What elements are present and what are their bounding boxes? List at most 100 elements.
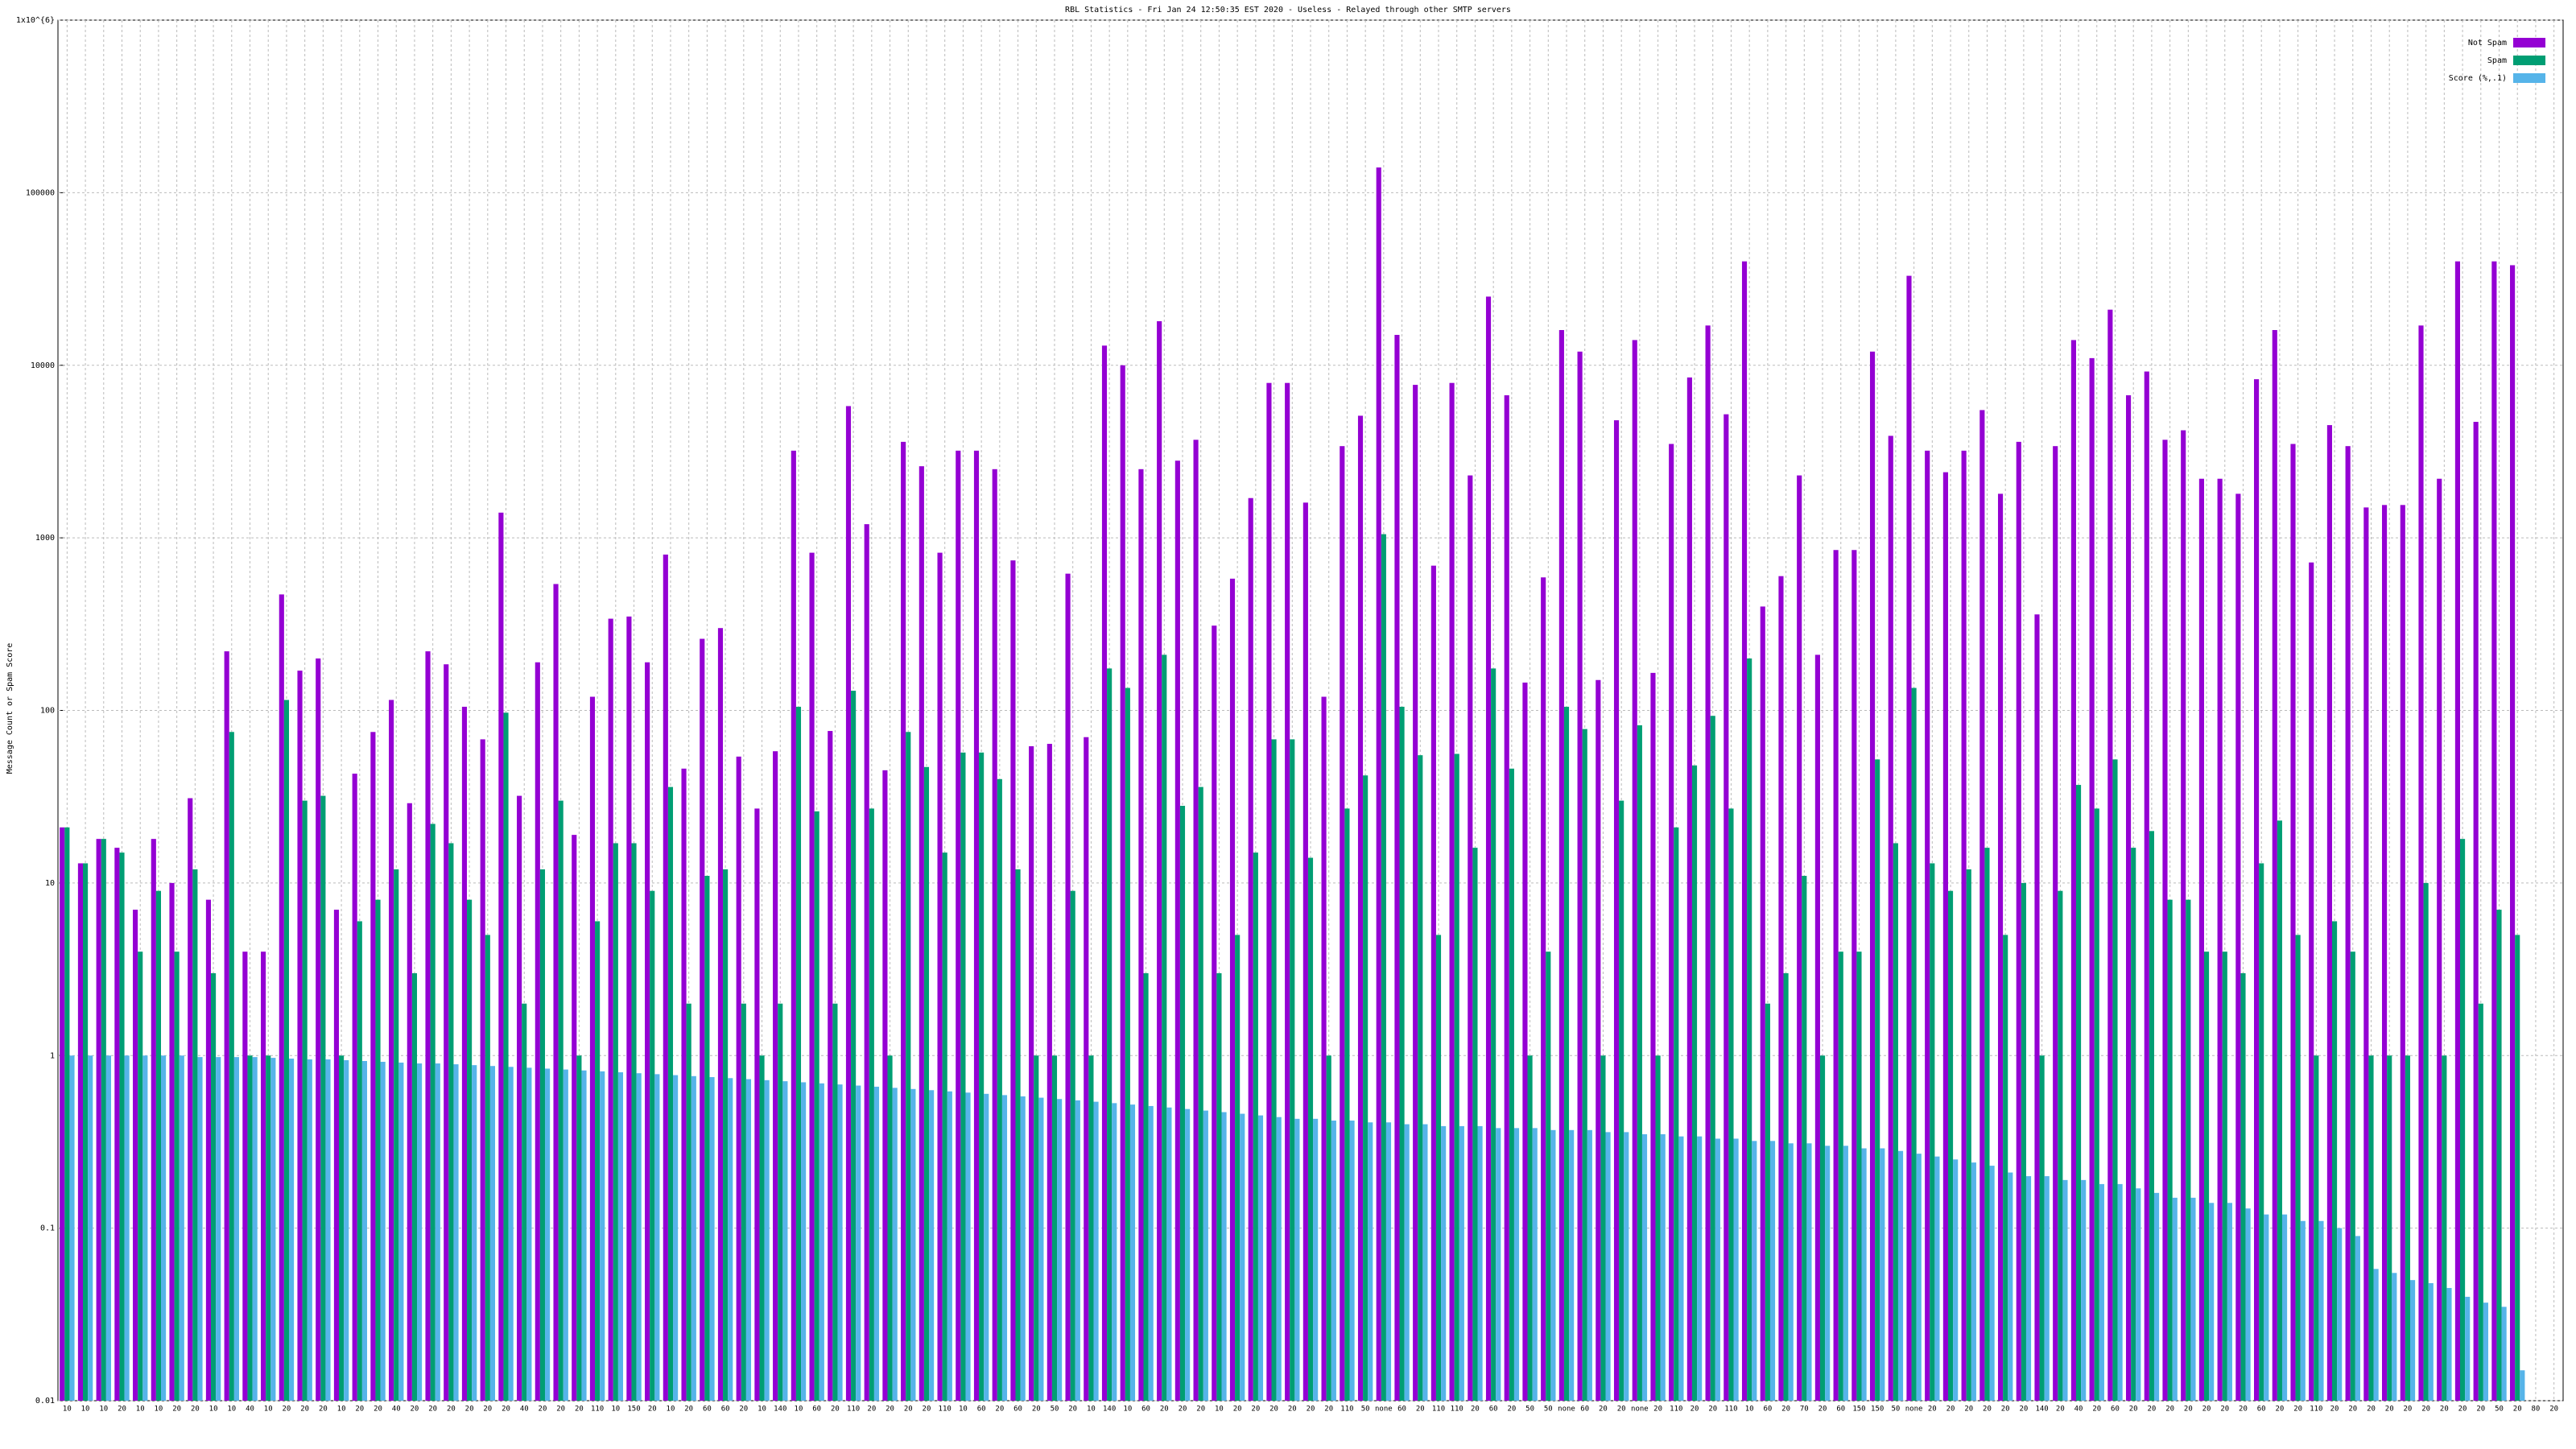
x-tick-label: 20 xyxy=(1507,1406,1516,1414)
bar xyxy=(1752,1141,1757,1401)
bar xyxy=(1357,415,1364,1401)
bar xyxy=(631,843,637,1401)
bar xyxy=(2172,1197,2178,1401)
bar xyxy=(1838,952,1843,1401)
x-tick-label: 40 xyxy=(246,1406,254,1414)
legend-label: Not Spam xyxy=(2468,39,2507,47)
bar xyxy=(563,1069,568,1401)
bar xyxy=(1532,1128,1538,1401)
bar xyxy=(1605,1132,1611,1401)
bar xyxy=(1157,321,1162,1401)
bar xyxy=(224,651,229,1401)
bar xyxy=(1953,1159,1959,1401)
bar xyxy=(1166,1107,1172,1401)
bar xyxy=(1619,800,1624,1401)
x-tick-label: 20 xyxy=(1179,1406,1187,1414)
bar xyxy=(2392,1273,2397,1401)
bar xyxy=(1641,1133,1648,1401)
bar xyxy=(1550,1129,1556,1401)
bar xyxy=(2245,1208,2251,1401)
y-axis-label: Message Count or Spam Score xyxy=(6,643,14,774)
bar xyxy=(417,1063,423,1401)
y-tick-label: 1x10^{6} xyxy=(16,16,55,25)
bar xyxy=(2300,1220,2306,1401)
x-tick-label: 20 xyxy=(2001,1406,2010,1414)
bar xyxy=(873,1086,880,1401)
bar xyxy=(211,972,217,1401)
bar xyxy=(1577,351,1583,1401)
x-tick-label: 150 xyxy=(627,1406,640,1414)
bar xyxy=(845,406,852,1402)
bar xyxy=(600,1071,605,1401)
x-tick-label: 20 xyxy=(1288,1406,1297,1414)
x-tick-label: 70 xyxy=(1800,1406,1809,1414)
bar xyxy=(279,594,284,1401)
bar xyxy=(1650,672,1656,1401)
bar xyxy=(453,1064,459,1401)
bar xyxy=(1911,687,1917,1401)
bar xyxy=(352,774,357,1401)
bar xyxy=(2442,1055,2447,1401)
x-tick-label: 40 xyxy=(2074,1406,2083,1414)
x-tick-label: 20 xyxy=(2220,1406,2229,1414)
x-tick-label: 20 xyxy=(300,1406,309,1414)
bar xyxy=(809,552,815,1402)
bar xyxy=(370,732,376,1401)
bar xyxy=(581,1070,587,1401)
bar xyxy=(1084,737,1089,1401)
bar xyxy=(1527,1055,1533,1401)
bar xyxy=(1989,1166,1995,1401)
bar xyxy=(485,935,490,1401)
bar xyxy=(681,768,687,1401)
bar xyxy=(947,1091,952,1401)
bar xyxy=(626,616,632,1401)
bar xyxy=(320,795,326,1401)
x-tick-label: 80 xyxy=(2532,1406,2541,1414)
bar xyxy=(832,1003,838,1401)
bar xyxy=(645,662,650,1401)
bar xyxy=(1724,414,1729,1401)
bar xyxy=(1430,565,1436,1401)
bar xyxy=(1107,668,1113,1401)
bar xyxy=(723,869,729,1401)
bar xyxy=(2326,425,2332,1402)
bar xyxy=(1034,1055,1039,1401)
bar xyxy=(1253,852,1258,1401)
x-tick-label: none xyxy=(1905,1406,1923,1414)
bar xyxy=(965,1092,971,1401)
x-tick-label: 60 xyxy=(2257,1406,2266,1414)
bar xyxy=(380,1062,386,1401)
bar xyxy=(398,1063,404,1401)
bar xyxy=(1088,1055,1094,1401)
bar xyxy=(325,1059,331,1401)
bar xyxy=(1185,1108,1191,1401)
x-tick-label: 20 xyxy=(886,1406,894,1414)
x-tick-label: 50 xyxy=(2495,1406,2504,1414)
bar xyxy=(2355,1236,2360,1401)
x-tick-label: 20 xyxy=(2147,1406,2156,1414)
bar xyxy=(906,732,911,1401)
bar xyxy=(1582,729,1587,1401)
x-tick-label: 20 xyxy=(355,1406,364,1414)
bar xyxy=(2053,446,2058,1401)
x-tick-label: 20 xyxy=(2019,1406,2028,1414)
x-tick-label: 10 xyxy=(227,1406,236,1414)
x-tick-label: 20 xyxy=(2549,1406,2558,1414)
bar xyxy=(1248,497,1253,1401)
bar xyxy=(1966,869,1971,1401)
bar xyxy=(1221,1112,1227,1401)
bar xyxy=(64,827,70,1401)
x-tick-label: 20 xyxy=(2458,1406,2467,1414)
bar xyxy=(704,876,710,1401)
x-tick-label: 60 xyxy=(1580,1406,1589,1414)
x-tick-label: 110 xyxy=(939,1406,952,1414)
x-tick-label: 10 xyxy=(337,1406,346,1414)
bar xyxy=(344,1060,349,1401)
bar xyxy=(992,469,997,1401)
bar xyxy=(192,869,198,1401)
bar xyxy=(1869,351,1876,1401)
bar xyxy=(142,1055,148,1401)
bar xyxy=(1257,1115,1264,1401)
bar xyxy=(929,1090,935,1401)
x-tick-label: 110 xyxy=(2310,1406,2322,1414)
